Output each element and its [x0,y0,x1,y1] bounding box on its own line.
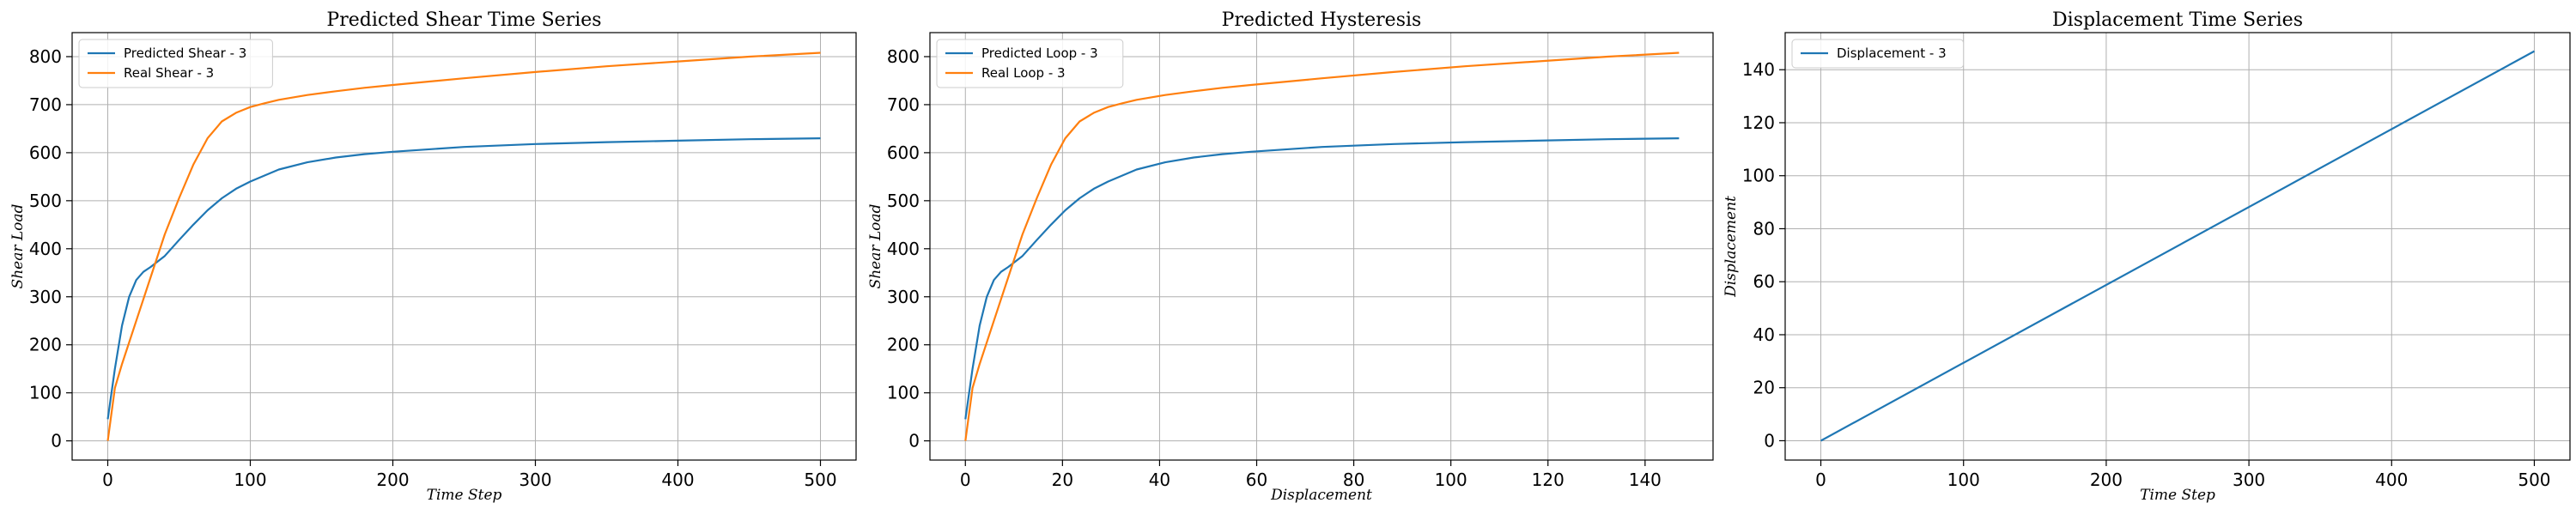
y-tick-label: 700 [887,94,920,115]
chart-title: Predicted Hysteresis [1222,9,1422,31]
chart-title: Predicted Shear Time Series [326,9,601,31]
y-axis-label: Shear Load [867,203,884,288]
y-tick-label: 20 [1753,378,1775,398]
y-tick-label: 800 [887,46,920,67]
x-tick-label: 0 [102,470,113,490]
y-tick-label: 140 [1742,59,1775,80]
legend-box [1791,39,1965,69]
y-tick-label: 200 [887,335,920,355]
x-tick-label: 100 [1435,470,1467,490]
y-tick-label: 400 [29,239,62,259]
y-tick-label: 600 [887,142,920,163]
legend-entry: Predicted Loop - 3 [981,45,1098,61]
y-tick-label: 500 [887,191,920,211]
legend-entry: Real Shear - 3 [124,65,214,81]
legend-box [936,39,1124,88]
y-tick-label: 60 [1753,271,1775,292]
x-tick-label: 40 [1149,470,1170,490]
series-line-1 [964,52,1680,441]
x-tick-label: 60 [1246,470,1267,490]
chart-title: Displacement Time Series [2052,9,2303,31]
y-axis-label: Displacement [1722,196,1740,298]
legend: Displacement - 3 [1791,39,1965,69]
x-tick-label: 300 [519,470,551,490]
x-axis-label: Time Step [2140,487,2215,504]
x-tick-label: 100 [1947,470,1980,490]
chart-panel-1: 0 20 40 60 80 100 120 140 0 100 200 300 400 500 600 700… [867,9,1714,504]
y-tick-label: 100 [887,383,920,403]
x-axis-label: Displacement [1270,487,1372,504]
y-tick-label: 400 [887,239,920,259]
x-tick-label: 100 [234,470,266,490]
legend-entry: Predicted Shear - 3 [124,45,246,61]
series-line-0 [106,137,821,420]
y-tick-label: 500 [29,191,62,211]
legend: Predicted Loop - 3 Real Loop - 3 [936,39,1124,88]
y-tick-label: 800 [29,46,62,67]
y-tick-label: 700 [29,94,62,115]
x-tick-label: 200 [376,470,409,490]
y-tick-label: 80 [1753,218,1775,239]
y-tick-label: 600 [29,142,62,163]
plot-frame [1784,32,2571,461]
y-tick-label: 40 [1753,324,1775,345]
x-tick-label: 120 [1532,470,1564,490]
x-tick-label: 20 [1052,470,1073,490]
plot-frame [929,32,1714,461]
y-tick-label: 0 [1764,430,1775,451]
y-tick-label: 300 [29,287,62,307]
x-tick-label: 140 [1629,470,1662,490]
x-tick-label: 500 [2518,470,2550,490]
legend: Predicted Shear - 3 Real Shear - 3 [78,39,273,88]
y-tick-label: 100 [1742,166,1775,186]
series-line-1 [106,52,821,441]
x-tick-label: 200 [2090,470,2123,490]
x-tick-label: 400 [2375,470,2408,490]
x-tick-label: 500 [804,470,836,490]
chart-panel-0: 0 100 200 300 400 500 0 100 200 300 400 500 600 700 80… [9,9,857,504]
x-axis-label: Time Step [427,487,502,504]
chart-panel-2: 0 100 200 300 400 500 0 20 40 60 80 100 120 140 Displa… [1722,9,2571,504]
y-tick-label: 200 [29,335,62,355]
x-tick-label: 0 [1815,470,1826,490]
y-tick-label: 0 [51,431,62,451]
y-axis-label: Shear Load [9,203,27,288]
series-line-0 [1820,50,2536,442]
legend-box [78,39,273,88]
y-tick-label: 100 [29,383,62,403]
legend-entry: Displacement - 3 [1837,45,1947,61]
legend-entry: Real Loop - 3 [981,65,1066,81]
x-tick-label: 400 [661,470,694,490]
y-tick-label: 300 [887,287,920,307]
series-line-0 [964,137,1680,420]
plot-frame [71,32,857,461]
x-tick-label: 0 [960,470,971,490]
x-tick-label: 80 [1343,470,1364,490]
x-tick-label: 300 [2233,470,2265,490]
y-tick-label: 0 [908,431,920,451]
y-tick-label: 120 [1742,112,1775,133]
